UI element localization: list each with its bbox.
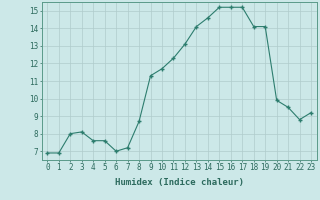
X-axis label: Humidex (Indice chaleur): Humidex (Indice chaleur) — [115, 178, 244, 187]
